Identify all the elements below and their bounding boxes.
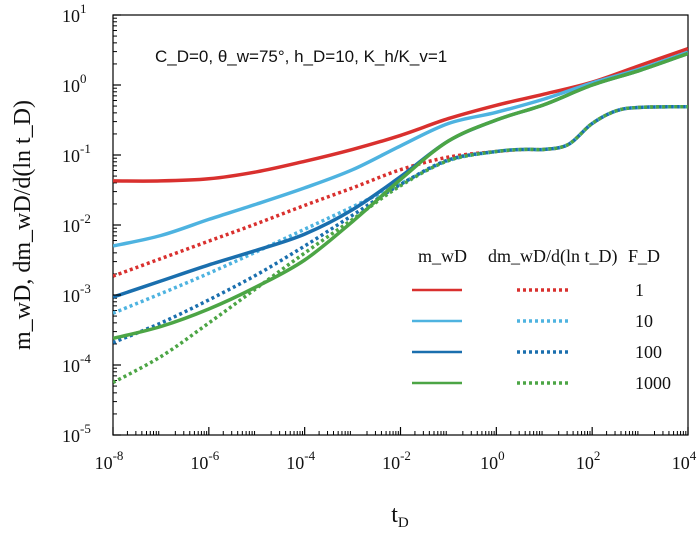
legend: m_wD dm_wD/d(ln t_D) F_D 1 10 100 1000 — [412, 246, 671, 393]
x-tick-label: 100 — [480, 448, 505, 473]
x-tick-label: 102 — [576, 448, 601, 473]
series-layer — [113, 46, 688, 385]
x-tick-label: 104 — [672, 448, 697, 473]
legend-fd-value: 1 — [635, 280, 644, 300]
legend-header-fd: F_D — [628, 246, 660, 266]
y-axis-title: m_wD, dm_wD/d(ln t_D) — [10, 100, 36, 350]
y-tick-label: 10-2 — [62, 211, 91, 236]
y-tick-label: 10-5 — [62, 421, 91, 446]
y-axis-ticks: 101 100 10-1 10-2 10-3 10-4 10-5 — [62, 1, 121, 446]
y-tick-label: 101 — [62, 1, 87, 26]
legend-fd-value: 10 — [635, 311, 653, 331]
y-tick-label: 10-1 — [62, 141, 91, 166]
x-tick-label: 10-6 — [190, 448, 219, 473]
series-derivative-fd-1000 — [113, 104, 688, 385]
x-tick-label: 10-4 — [286, 448, 315, 473]
x-axis-ticks: 10-8 10-6 10-4 10-2 100 102 104 — [95, 427, 697, 473]
series-mwd-fd-10 — [113, 50, 688, 248]
series-mwd-fd-1000 — [113, 51, 688, 341]
legend-header-derivative: dm_wD/d(ln t_D) — [488, 246, 618, 267]
parameter-annotation: C_D=0, θ_w=75°, h_D=10, K_h/K_v=1 — [155, 47, 447, 66]
legend-fd-value: 100 — [635, 342, 662, 362]
x-tick-label: 10-8 — [95, 448, 124, 473]
legend-header-mwd: m_wD — [418, 246, 467, 266]
y-tick-label: 10-3 — [62, 281, 91, 306]
y-tick-label: 10-4 — [62, 351, 91, 376]
x-axis-title: tD — [391, 502, 409, 531]
x-tick-label: 10-2 — [382, 448, 411, 473]
y-tick-label: 100 — [62, 71, 87, 96]
legend-fd-value: 1000 — [635, 373, 671, 393]
